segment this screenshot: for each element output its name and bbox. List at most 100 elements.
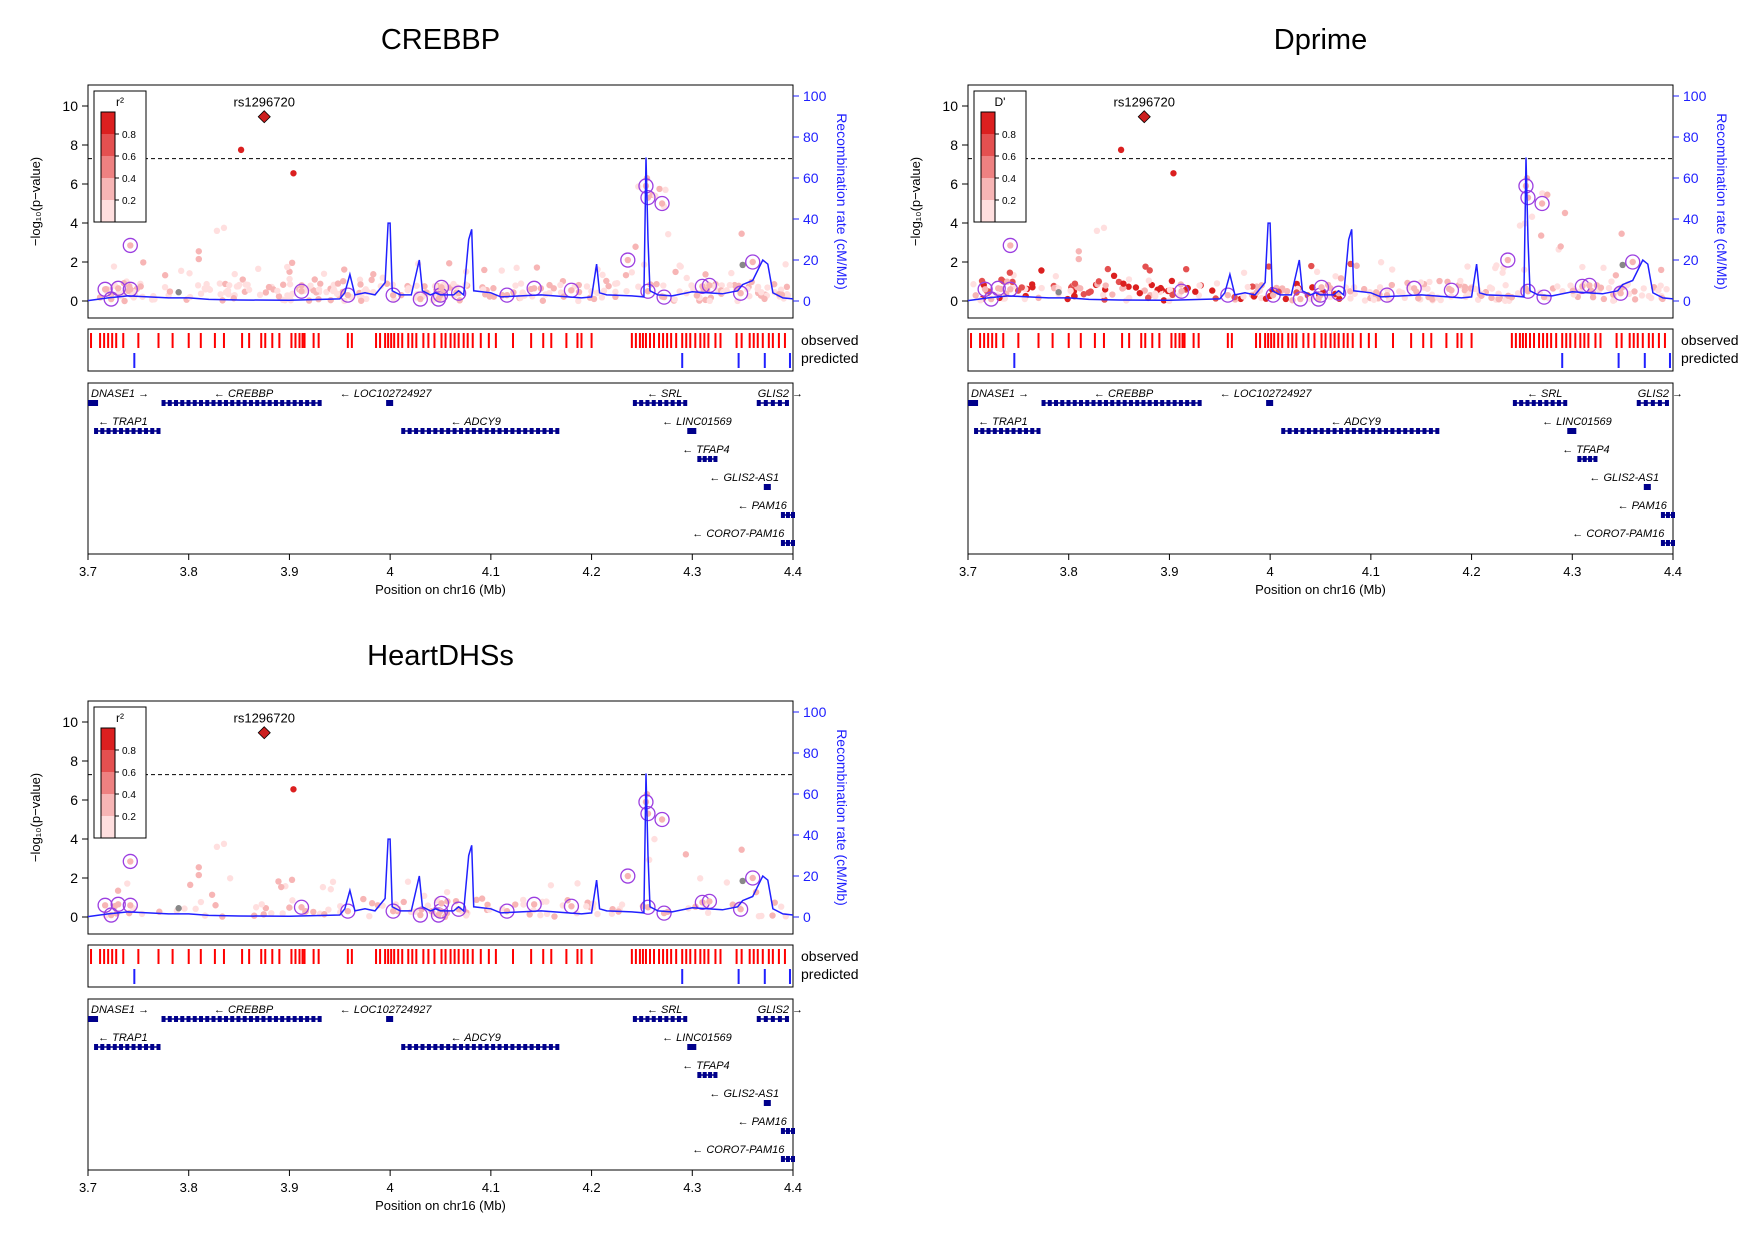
snp-point: [224, 287, 232, 294]
snp-point: [575, 297, 582, 305]
gene-exon: [713, 1072, 718, 1078]
snp-point: [220, 840, 228, 848]
gene-exon: [692, 1044, 697, 1050]
snp-point: [1554, 283, 1561, 290]
snp-point: [307, 282, 314, 289]
snp-point: [1663, 285, 1670, 293]
annotated-snp-ring: [1292, 291, 1309, 307]
gene-exon: [971, 400, 976, 406]
snp-point: [298, 282, 305, 289]
gene-exon: [1582, 456, 1587, 462]
gene-exon: [516, 428, 521, 434]
gene-exon: [1671, 512, 1675, 518]
gene-exon: [94, 428, 99, 434]
snp-point: [1388, 281, 1396, 289]
legend-tick-label: 0.2: [1002, 196, 1016, 207]
gene-exon: [1166, 400, 1171, 406]
snp-point: [645, 856, 653, 864]
snp-point: [1166, 286, 1174, 294]
gene-exon: [1269, 400, 1274, 406]
gene-exon: [763, 1016, 768, 1022]
gene-exon: [433, 1044, 438, 1050]
gene-exon: [708, 1072, 713, 1078]
snp-point: [1499, 269, 1506, 276]
snp-point: [1404, 279, 1411, 287]
snp-point: [731, 281, 738, 289]
gene-exon: [780, 540, 785, 546]
gene-exon: [670, 400, 675, 406]
gene-exon: [389, 400, 394, 406]
gene-label: ← ADCY9: [1331, 416, 1381, 428]
snp-point: [677, 263, 684, 270]
snp-point: [1501, 297, 1509, 304]
snp-point: [1307, 295, 1314, 303]
gene-exon: [555, 1044, 560, 1050]
snp-point: [1561, 209, 1569, 217]
snp-point: [379, 274, 386, 281]
gene-exon: [100, 1044, 105, 1050]
gene-exon: [1538, 400, 1543, 406]
snp-point: [682, 851, 690, 858]
annotation-track-frame: [87, 328, 794, 372]
snp-point: [1629, 258, 1636, 266]
gene-exon: [766, 1100, 771, 1106]
snp-point: [783, 283, 791, 291]
snp-point: [298, 288, 305, 295]
snp-point: [137, 283, 144, 290]
y-tick-label: 8: [70, 137, 78, 153]
snp-point: [771, 281, 778, 288]
snp-point: [662, 186, 669, 194]
snp-point: [255, 265, 262, 273]
snp-point: [1495, 295, 1502, 303]
snp-point: [583, 903, 590, 910]
snp-point: [421, 892, 428, 900]
snp-point: [738, 846, 745, 853]
x-tick-label: 4.4: [784, 564, 802, 579]
annotated-snp-ring: [1002, 237, 1018, 254]
snp-point: [213, 227, 221, 234]
gene-exon: [689, 428, 694, 434]
y2-tick-label: 80: [803, 745, 819, 761]
legend-swatch: [981, 156, 995, 178]
legend-tick-label: 0.2: [122, 812, 136, 823]
snp-point: [1474, 286, 1482, 293]
annotated-snp-ring: [1330, 285, 1347, 301]
legend-tick-label: 0.8: [1002, 130, 1016, 141]
legend-tick-label: 0.2: [122, 196, 136, 207]
snp-point: [771, 899, 778, 906]
snp-point: [226, 282, 233, 289]
snp-point: [360, 895, 367, 903]
snp-point: [175, 289, 182, 296]
snp-point: [1007, 242, 1014, 249]
gene-exon: [192, 400, 197, 406]
gene-exon: [131, 1044, 136, 1050]
gene-exon: [1569, 428, 1574, 434]
snp-point: [405, 285, 412, 292]
snp-point: [1018, 284, 1025, 291]
gene-exon: [1422, 428, 1427, 434]
gene-exon: [1636, 400, 1641, 406]
x-tick-label: 4.1: [1362, 564, 1380, 579]
snp-point: [1104, 265, 1112, 273]
gene-exon: [311, 1016, 316, 1022]
gene-exon: [1377, 428, 1382, 434]
annotated-snp-ring: [1534, 195, 1550, 212]
snp-point: [1265, 263, 1273, 270]
recombination-rate-line: [87, 157, 794, 302]
snp-point: [1488, 294, 1495, 302]
legend-tick-label: 0.4: [122, 790, 136, 801]
y-tick-label: 0: [70, 909, 78, 925]
y-tick-label: 6: [70, 792, 78, 808]
gene-label: ← TFAP4: [682, 444, 729, 456]
gene-exon: [687, 428, 692, 434]
x-tick-label: 4.2: [583, 564, 601, 579]
snp-point: [268, 910, 275, 917]
x-tick-label: 3.8: [180, 1180, 198, 1195]
gene-exon: [503, 1044, 508, 1050]
gene-exon: [144, 1044, 149, 1050]
y-tick-label: 4: [70, 831, 78, 847]
y-axis-label: −log₁₀(p−value): [28, 773, 43, 862]
snp-point: [783, 291, 791, 298]
gene-exon: [156, 428, 161, 434]
gene-exon: [242, 400, 247, 406]
